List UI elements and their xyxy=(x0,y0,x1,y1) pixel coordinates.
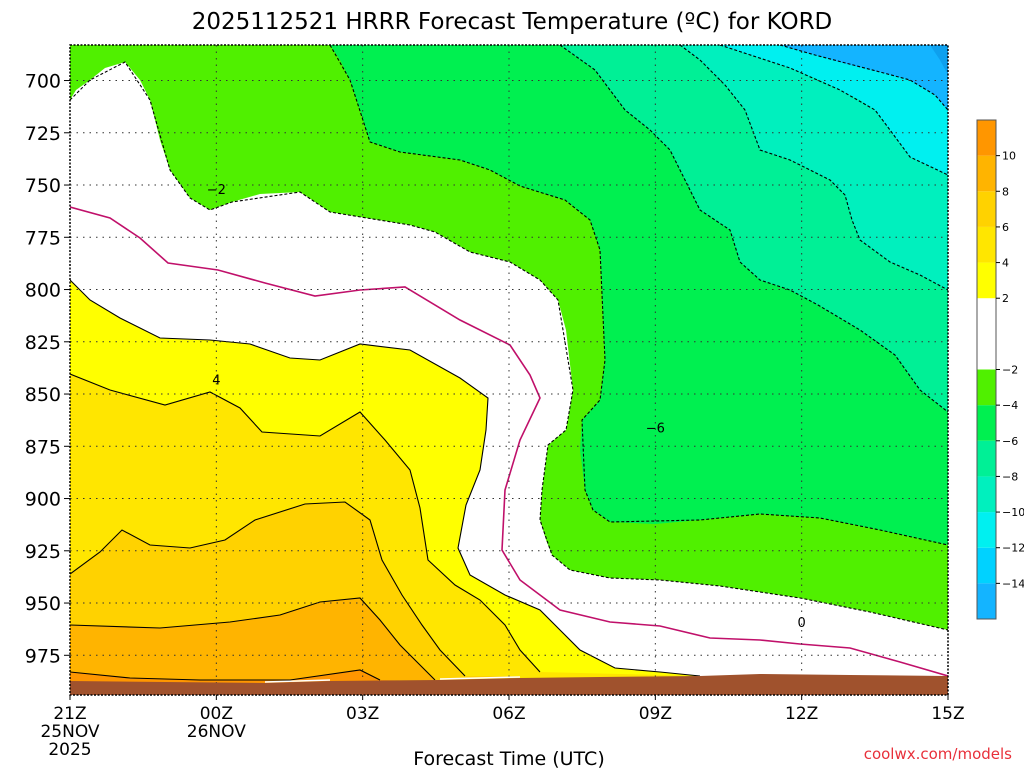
colorbar-bin xyxy=(977,262,996,299)
colorbar-bin xyxy=(977,440,996,477)
x-tick-label: 21Z xyxy=(53,704,86,724)
x-tick-date: 25NOV xyxy=(40,722,99,742)
contour-label: 0 xyxy=(798,616,806,631)
x-tick-label: 00Z xyxy=(200,704,233,724)
colorbar-tick-label: −8 xyxy=(1002,470,1018,483)
y-tick-label: 800 xyxy=(25,280,61,302)
colorbar-tick-label: −2 xyxy=(1002,364,1018,377)
colorbar-tick-label: 2 xyxy=(1002,292,1009,305)
colorbar-bin xyxy=(977,369,996,406)
contour-labels: −2 4 −6 0 xyxy=(207,183,806,631)
x-tick-label: 06Z xyxy=(492,704,525,724)
fill-minus16 xyxy=(930,45,948,75)
y-tick-label: 725 xyxy=(25,123,61,145)
x-axis-label: Forecast Time (UTC) xyxy=(413,748,604,768)
colorbar-bin xyxy=(977,155,996,192)
contour-minus4 xyxy=(329,45,948,546)
fill-minus12 xyxy=(720,45,948,175)
contour-plus8 xyxy=(70,597,436,681)
colorbar-bin xyxy=(977,298,996,370)
y-axis: 700 725 750 775 800 825 850 875 900 925 950 975 xyxy=(25,71,70,667)
contour-plus6 xyxy=(70,501,466,677)
grid-lines xyxy=(70,45,948,695)
colorbar-tick-label: −14 xyxy=(1002,577,1024,590)
y-tick-label: 825 xyxy=(25,332,61,354)
colorbar-bin xyxy=(977,512,996,548)
y-tick-label: 750 xyxy=(25,175,61,197)
colorbar-tick-label: −10 xyxy=(1002,506,1024,519)
colorbar: 10 8 6 4 2 −2 −4 −6 −8 −10 −12 −14 xyxy=(976,119,1024,620)
contour-plus4 xyxy=(70,373,541,673)
y-tick-label: 700 xyxy=(25,71,61,93)
colorbar-bin xyxy=(977,226,996,263)
colorbar-bin xyxy=(977,120,996,156)
colorbar-bin xyxy=(977,191,996,227)
fill-plus8 xyxy=(70,598,520,695)
credit-link[interactable]: coolwx.com/models xyxy=(864,745,1012,763)
terrain-ground xyxy=(70,674,948,695)
x-tick-date: 26NOV xyxy=(187,722,246,742)
colorbar-tick-label: 6 xyxy=(1002,221,1009,234)
contour-minus10 xyxy=(719,45,948,176)
y-tick-label: 850 xyxy=(25,384,61,406)
contour-lines xyxy=(70,45,948,681)
y-tick-label: 875 xyxy=(25,436,61,458)
y-tick-label: 925 xyxy=(25,541,61,563)
contour-minus2 xyxy=(70,61,948,631)
colorbar-tick-label: −6 xyxy=(1002,435,1018,448)
contour-label: −6 xyxy=(646,421,665,436)
x-tick-label: 09Z xyxy=(639,704,672,724)
terrain-highlight xyxy=(264,676,521,683)
contour-minus8 xyxy=(679,45,948,291)
y-tick-label: 950 xyxy=(25,593,61,615)
colorbar-bin xyxy=(977,476,996,513)
contour-minus6 xyxy=(559,45,948,413)
colorbar-tick-label: 4 xyxy=(1002,257,1009,270)
colorbar-tick-label: −12 xyxy=(1002,542,1024,555)
colorbar-tick-label: −4 xyxy=(1002,399,1018,412)
y-tick-label: 775 xyxy=(25,227,61,249)
colorbar-bin xyxy=(977,547,996,584)
y-tick-label: 900 xyxy=(25,489,61,511)
colorbar-bin xyxy=(977,405,996,441)
x-tick-label: 03Z xyxy=(346,704,379,724)
y-tick-label: 975 xyxy=(25,645,61,667)
contour-label: 4 xyxy=(212,373,220,388)
chart-title: 2025112521 HRRR Forecast Temperature (ºC… xyxy=(192,9,833,35)
x-tick-year: 2025 xyxy=(48,740,91,760)
x-tick-label: 12Z xyxy=(785,704,818,724)
temperature-fills xyxy=(70,45,948,695)
plot-area: −2 4 −6 0 xyxy=(70,45,948,695)
colorbar-tick-label: 8 xyxy=(1002,185,1009,198)
contour-minus12 xyxy=(779,45,948,111)
fill-minus14 xyxy=(780,45,948,110)
contour-zero xyxy=(70,206,948,677)
contour-plus10 xyxy=(70,669,381,681)
colorbar-tick-label: 10 xyxy=(1002,150,1016,163)
contour-label: −2 xyxy=(207,183,226,198)
contour-plus2 xyxy=(70,279,701,677)
colorbar-bin xyxy=(977,583,996,619)
x-tick-label: 15Z xyxy=(931,704,964,724)
